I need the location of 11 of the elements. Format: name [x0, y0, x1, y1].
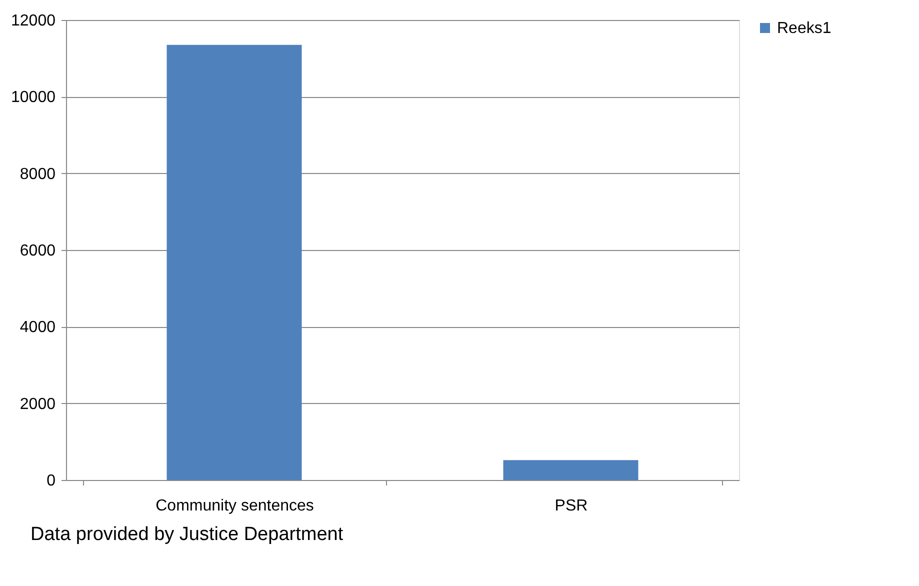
- y-tick-label: 2000: [20, 396, 56, 413]
- y-tick-label: 0: [46, 472, 56, 490]
- y-tick-label: 10000: [11, 89, 56, 106]
- text: Data provided by Justice Department: [30, 524, 344, 545]
- y-tick-label: 4000: [20, 319, 56, 336]
- x-tick-label: PSR: [554, 498, 588, 514]
- legend-label: Reeks1: [777, 20, 832, 37]
- y-tick-label: 6000: [20, 242, 56, 260]
- x-tick-label: Community sentences: [156, 498, 314, 514]
- y-tick-label: 8000: [20, 166, 56, 183]
- y-tick-label: 12000: [11, 12, 56, 30]
